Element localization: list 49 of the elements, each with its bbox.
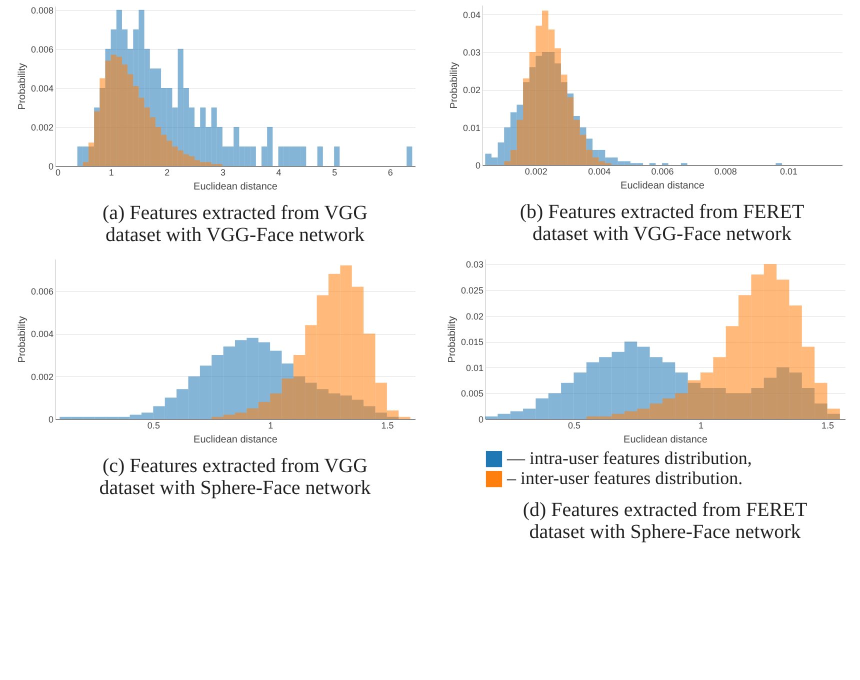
- x-axis-title: Euclidean distance: [623, 434, 708, 446]
- x-tick-label: 0.006: [651, 166, 674, 176]
- x-axis-title: Euclidean distance: [620, 180, 705, 192]
- y-tick-label: 0.006: [30, 44, 53, 54]
- text: (b) Features extracted from FERET dataset with VGG-Face network: [520, 201, 804, 245]
- x-tick-label: 4: [276, 168, 281, 178]
- y-tick-label: 0.004: [30, 83, 53, 94]
- legend-label: — intra-user features distribution,: [506, 448, 752, 468]
- x-tick-label: 1: [698, 420, 703, 430]
- x-tick-label: 0.01: [780, 166, 798, 176]
- text: (d) Features extracted from FERET dataset with Sphere-Face network: [522, 499, 807, 543]
- text: (c) Features extracted from VGG dataset with Sphere-Face network: [98, 455, 370, 499]
- x-tick-label: 0.008: [714, 166, 737, 176]
- y-tick-label: 0.006: [30, 286, 53, 296]
- y-axis-title: Probability: [16, 63, 28, 110]
- x-tick-label: 0.004: [588, 166, 611, 176]
- y-tick-label: 0.025: [460, 285, 483, 296]
- x-tick-label: 0: [55, 168, 60, 178]
- x-tick-label: 1.5: [820, 420, 834, 430]
- legend-label: – inter-user features distribution.: [506, 468, 742, 488]
- x-tick-label: 1: [268, 420, 273, 430]
- y-tick-label: 0.01: [462, 122, 480, 133]
- x-tick-label: 0.002: [524, 166, 548, 176]
- x-tick-label: 5: [332, 168, 337, 178]
- x-tick-label: 1.5: [380, 420, 394, 430]
- y-axis-title: Probability: [16, 316, 28, 363]
- y-tick-label: 0.015: [460, 337, 483, 348]
- y-tick-label: 0.02: [462, 85, 480, 96]
- y-tick-label: 0.002: [30, 372, 53, 382]
- x-tick-label: 2: [164, 168, 170, 178]
- y-axis-title: Probability: [446, 316, 458, 363]
- y-tick-label: 0.005: [460, 388, 483, 399]
- y-tick-label: 0.04: [462, 10, 480, 20]
- y-tick-label: 0.004: [30, 329, 53, 340]
- y-axis-title: Probability: [448, 62, 460, 109]
- y-tick-label: 0.01: [465, 362, 483, 373]
- x-tick-label: 6: [387, 168, 392, 178]
- y-tick-label: 0.002: [30, 122, 53, 132]
- x-tick-label: 0.5: [567, 420, 580, 430]
- x-axis-title: Euclidean distance: [193, 434, 278, 446]
- text: (a) Features extracted from VGG dataset with VGG-Face network: [102, 202, 368, 246]
- x-tick-label: 1: [108, 168, 114, 178]
- x-tick-label: 0.5: [146, 420, 160, 430]
- y-tick-label: 0.008: [30, 5, 53, 16]
- x-tick-label: 3: [220, 168, 225, 178]
- y-tick-label: 0.03: [465, 260, 483, 270]
- y-tick-label: 0.02: [465, 311, 483, 322]
- x-axis-title: Euclidean distance: [193, 182, 278, 192]
- y-tick-label: 0.03: [462, 48, 480, 58]
